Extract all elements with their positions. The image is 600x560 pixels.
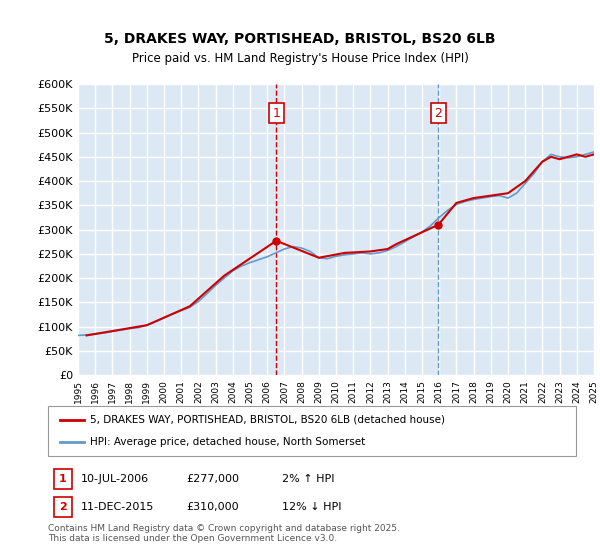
Text: 2: 2 (434, 106, 442, 120)
Text: 5, DRAKES WAY, PORTISHEAD, BRISTOL, BS20 6LB (detached house): 5, DRAKES WAY, PORTISHEAD, BRISTOL, BS20… (90, 415, 445, 425)
Text: £277,000: £277,000 (186, 474, 239, 484)
Text: 2% ↑ HPI: 2% ↑ HPI (282, 474, 335, 484)
Text: 12% ↓ HPI: 12% ↓ HPI (282, 502, 341, 512)
Text: £310,000: £310,000 (186, 502, 239, 512)
Text: 1: 1 (59, 474, 67, 484)
Text: 1: 1 (272, 106, 280, 120)
Text: Contains HM Land Registry data © Crown copyright and database right 2025.
This d: Contains HM Land Registry data © Crown c… (48, 524, 400, 543)
Text: 10-JUL-2006: 10-JUL-2006 (81, 474, 149, 484)
Text: Price paid vs. HM Land Registry's House Price Index (HPI): Price paid vs. HM Land Registry's House … (131, 52, 469, 66)
Text: 5, DRAKES WAY, PORTISHEAD, BRISTOL, BS20 6LB: 5, DRAKES WAY, PORTISHEAD, BRISTOL, BS20… (104, 32, 496, 46)
Text: HPI: Average price, detached house, North Somerset: HPI: Average price, detached house, Nort… (90, 437, 365, 447)
Text: 2: 2 (59, 502, 67, 512)
Text: 11-DEC-2015: 11-DEC-2015 (81, 502, 154, 512)
